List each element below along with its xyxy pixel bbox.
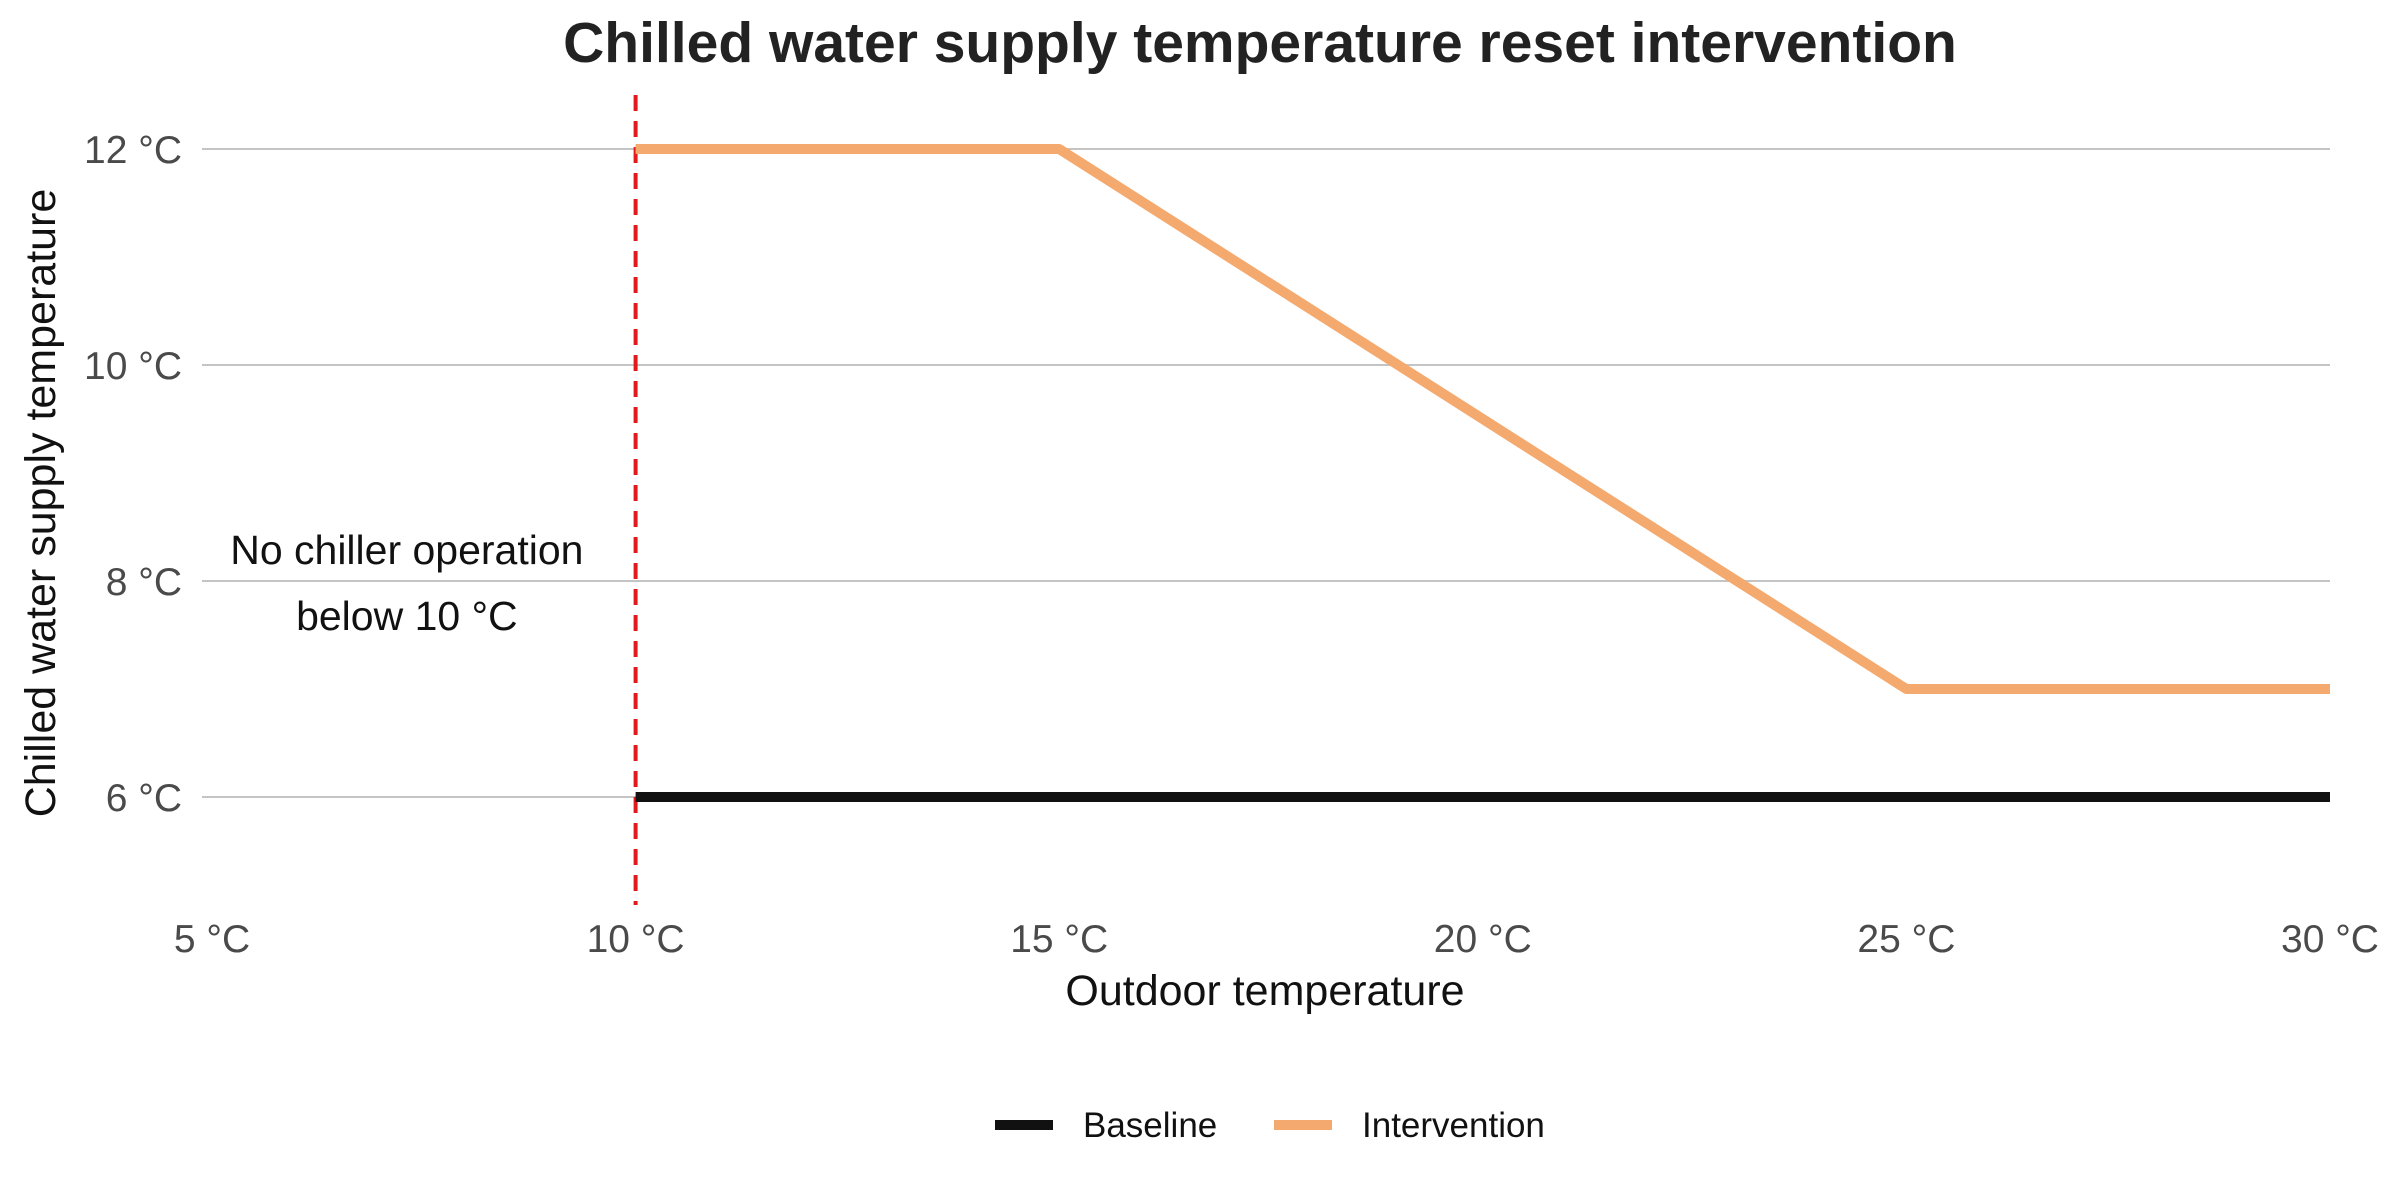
legend-label-baseline: Baseline bbox=[1083, 1106, 1217, 1145]
chart-title: Chilled water supply temperature reset i… bbox=[563, 11, 1957, 75]
y-axis-ticks: 6 °C 8 °C 10 °C 12 °C bbox=[84, 129, 182, 820]
y-tick-label: 12 °C bbox=[84, 129, 182, 172]
series-line-intervention bbox=[635, 144, 2330, 694]
x-tick-label: 10 °C bbox=[587, 918, 685, 961]
x-axis-ticks: 5 °C 10 °C 15 °C 20 °C 25 °C 30 °C bbox=[174, 918, 2379, 961]
y-tick-label: 6 °C bbox=[106, 777, 182, 820]
legend-label-intervention: Intervention bbox=[1362, 1106, 1545, 1145]
gridlines bbox=[202, 148, 2330, 798]
y-axis-title: Chilled water supply temperature bbox=[17, 189, 65, 818]
series-group bbox=[635, 144, 2330, 802]
x-tick-label: 20 °C bbox=[1434, 918, 1532, 961]
x-tick-label: 30 °C bbox=[2281, 918, 2379, 961]
y-tick-label: 10 °C bbox=[84, 345, 182, 388]
legend: Baseline Intervention bbox=[995, 1106, 1545, 1145]
annotation-line-1: No chiller operation bbox=[230, 527, 583, 573]
x-tick-label: 5 °C bbox=[174, 918, 250, 961]
x-tick-label: 25 °C bbox=[1857, 918, 1955, 961]
annotation-line-2: below 10 °C bbox=[296, 593, 518, 639]
annotation: No chiller operation below 10 °C bbox=[230, 527, 583, 639]
x-axis-title: Outdoor temperature bbox=[1065, 967, 1464, 1015]
x-tick-label: 15 °C bbox=[1010, 918, 1108, 961]
y-tick-label: 8 °C bbox=[106, 561, 182, 604]
